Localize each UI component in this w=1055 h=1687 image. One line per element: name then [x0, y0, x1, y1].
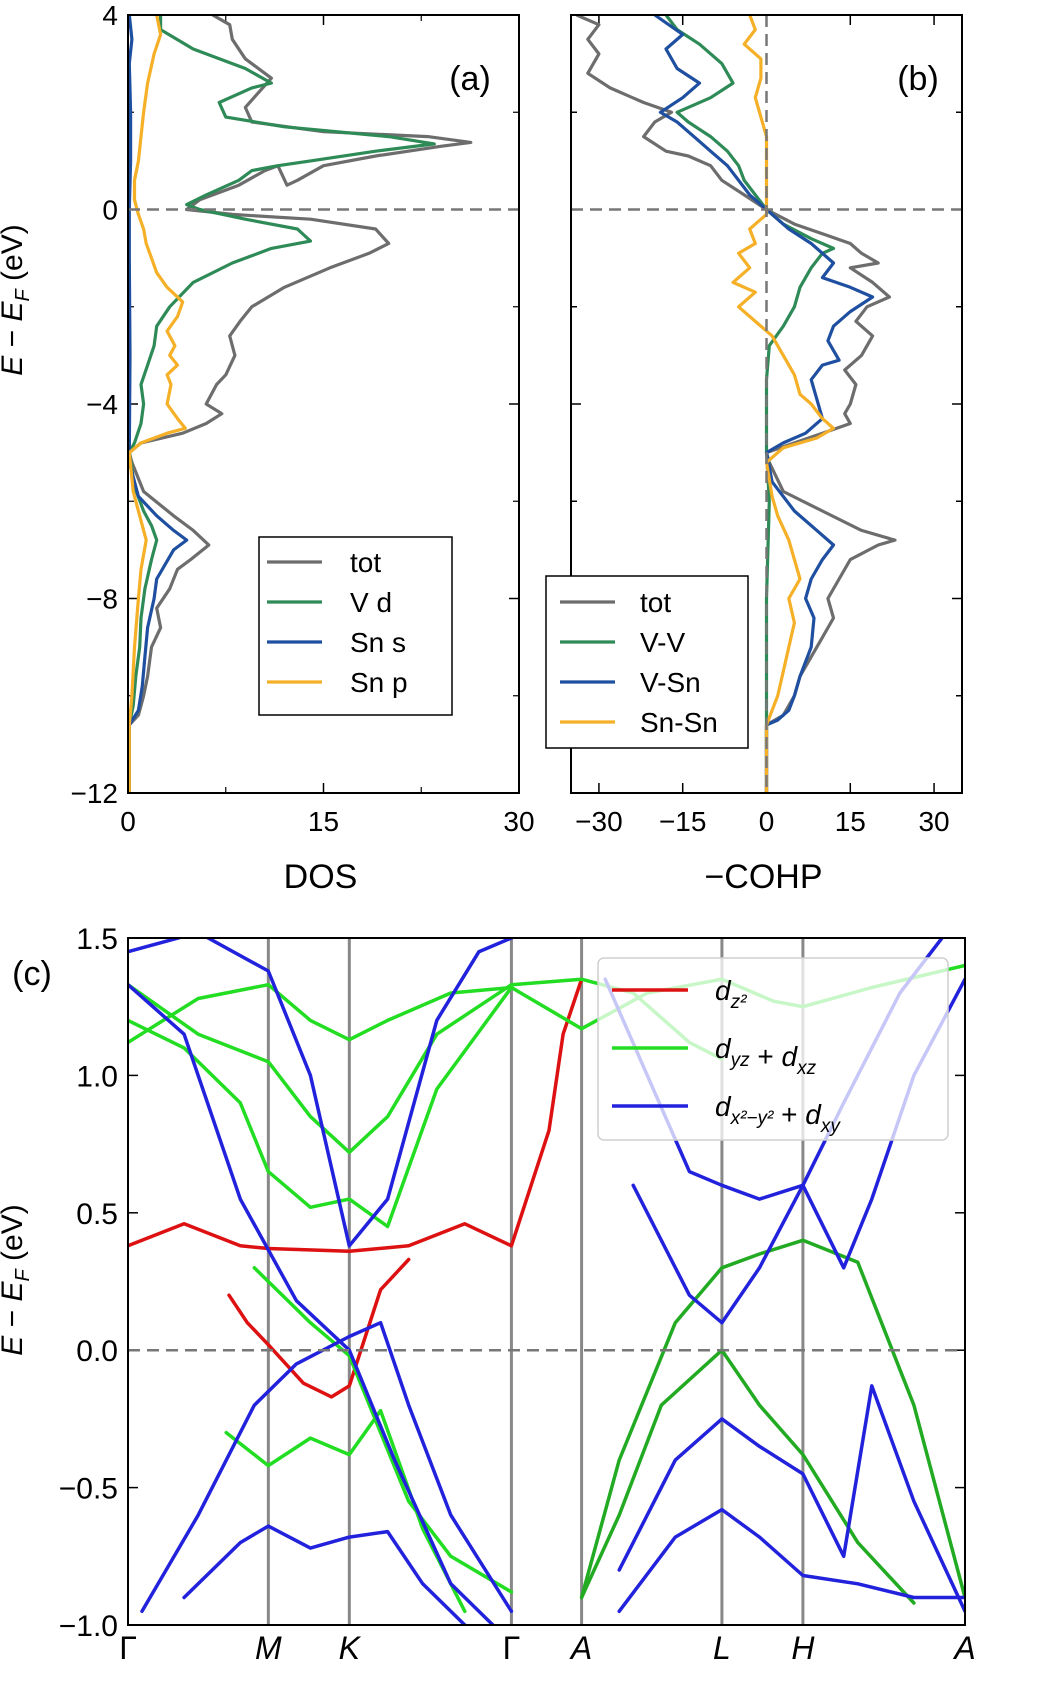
band-line [128, 938, 514, 1248]
k-point-label: H [791, 1630, 815, 1666]
band-line [224, 1408, 467, 1614]
series-line-sn-p [128, 15, 187, 793]
panel-c-band-structure-chart: Γ M K Γ A L H A −1.0 −0.5 0.0 0.5 1.0 1.5 (c) E − EF (e… [0, 923, 976, 1666]
series-line-tot [575, 15, 897, 793]
band-line [128, 982, 495, 1625]
y-axis-label: E − EF (eV) [0, 1204, 34, 1355]
plot-frame [127, 937, 966, 1626]
y-tick-label: −1.0 [59, 1610, 118, 1643]
legend-box [597, 957, 949, 1141]
series-group [128, 15, 473, 793]
band-line [252, 1266, 514, 1594]
y-tick-label: 1.5 [76, 923, 118, 956]
y-tick-label: 0.5 [76, 1198, 118, 1231]
legend-label: V-Sn [640, 667, 701, 698]
legend-label: tot [350, 547, 381, 578]
y-tick-label: 0 [102, 195, 118, 226]
x-tick-label: −30 [575, 806, 623, 837]
band-line [617, 1384, 965, 1614]
y-tick-label: −0.5 [59, 1473, 118, 1506]
x-tick-label: −15 [659, 806, 707, 837]
legend-label: dz² [715, 975, 747, 1013]
legend-label: dx²−y² + dxy [715, 1091, 841, 1137]
panel-label: (a) [449, 60, 491, 98]
y-tick-label: 4 [102, 0, 118, 31]
k-point-label: A [569, 1630, 592, 1666]
band-line [617, 1507, 965, 1614]
legend-label: Sn-Sn [640, 707, 718, 738]
legend-label: V-V [640, 627, 685, 658]
legend-box [545, 575, 749, 749]
legend-label: dyz + dxz [715, 1033, 817, 1079]
x-tick-label: 30 [918, 806, 949, 837]
y-axis-label: E − EF (eV) [0, 224, 34, 375]
band-line [128, 977, 584, 1254]
y-tick-label: −8 [86, 584, 118, 615]
x-tick-label: 15 [308, 806, 339, 837]
legend: dz² dyz + dxz dx²−y² + dxy [597, 957, 949, 1141]
band-line [140, 1320, 514, 1614]
x-tick-label: 30 [503, 806, 534, 837]
legend-label: tot [640, 587, 671, 618]
x-tick-label: 0 [759, 806, 775, 837]
y-tick-label: 1.0 [76, 1060, 118, 1093]
k-point-label: Γ [503, 1630, 521, 1666]
y-tick-label: −4 [86, 389, 118, 420]
band-line [182, 1524, 467, 1625]
panel-label: (b) [897, 60, 939, 98]
legend: tot V-V V-Sn Sn-Sn [545, 575, 749, 749]
series-line-v-v [664, 15, 836, 793]
series-line-sn-s [128, 15, 189, 793]
legend-label: Sn p [350, 667, 408, 698]
band-line [227, 1257, 411, 1399]
panel-a-dos-chart: −12 −8 −4 0 4 0 15 30 (a) DOS E − EF (eV) tot V d Sn … [0, 0, 535, 896]
y-tick-label: −12 [71, 778, 119, 809]
band-line [579, 1238, 965, 1600]
panel-label: (c) [12, 955, 52, 993]
band-line [128, 985, 514, 1229]
series-line-v-sn [653, 15, 875, 793]
k-point-label: Γ [119, 1630, 137, 1666]
x-tick-label: 0 [120, 806, 136, 837]
plot-frame [127, 14, 520, 794]
k-point-label: L [713, 1630, 731, 1666]
plot-frame [570, 14, 963, 794]
x-axis-label: DOS [284, 858, 358, 896]
series-line-v-d [128, 15, 436, 793]
y-tick-label: 0.0 [76, 1335, 118, 1368]
legend-label: V d [350, 587, 392, 618]
x-tick-label: 15 [835, 806, 866, 837]
legend: tot V d Sn s Sn p [258, 536, 453, 716]
k-point-label: M [255, 1630, 282, 1666]
x-axis-label: −COHP [704, 858, 822, 896]
legend-box [258, 536, 453, 716]
k-point-label: A [952, 1630, 975, 1666]
panel-b-cohp-chart: −30 −15 0 15 30 (b) −COHP tot V-V V-Sn Sn-Sn [545, 14, 963, 896]
k-point-label: K [339, 1630, 362, 1666]
series-line-tot [128, 15, 473, 793]
legend-label: Sn s [350, 627, 406, 658]
